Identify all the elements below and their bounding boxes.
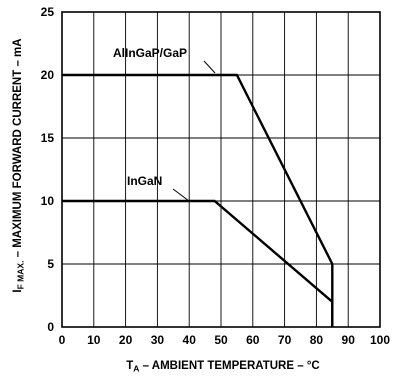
- series-labels: AlInGaP/GaP InGaN: [113, 46, 216, 202]
- y-tick-label: 0: [47, 320, 54, 334]
- x-tick-label: 80: [310, 333, 324, 347]
- series-leader-line: [203, 60, 216, 74]
- x-tick-label: 90: [342, 333, 356, 347]
- x-axis-label: TA – AMBIENT TEMPERATURE – °C: [126, 360, 319, 374]
- plot-frame: [61, 11, 381, 328]
- x-tick-labels: 0 10 20 30 40 50 60 70 80 90 100: [59, 333, 391, 347]
- x-tick-label: 20: [119, 333, 133, 347]
- y-tick-label: 10: [41, 194, 55, 208]
- x-tick-label: 0: [59, 333, 66, 347]
- series-label: AlInGaP/GaP: [113, 46, 187, 60]
- series-line: [62, 199, 334, 327]
- series-label: InGaN: [127, 174, 162, 188]
- x-tick-label: 60: [246, 333, 260, 347]
- series-line: [62, 73, 334, 327]
- x-tick-label: 30: [151, 333, 165, 347]
- series-layer: [62, 73, 334, 327]
- y-tick-label: 20: [41, 68, 55, 82]
- x-tick-label: 40: [183, 333, 197, 347]
- x-tick-label: 10: [87, 333, 101, 347]
- x-tick-label: 70: [278, 333, 292, 347]
- y-tick-label: 5: [47, 257, 54, 271]
- y-axis-label: IF MAX. – MAXIMUM FORWARD CURRENT – mA: [12, 38, 26, 292]
- y-tick-labels: 0 5 10 15 20 25: [41, 5, 55, 334]
- x-tick-label: 100: [370, 333, 390, 347]
- series-leader-line: [172, 188, 190, 202]
- y-tick-label: 15: [41, 131, 55, 145]
- y-tick-label: 25: [41, 5, 55, 19]
- x-tick-label: 50: [214, 333, 228, 347]
